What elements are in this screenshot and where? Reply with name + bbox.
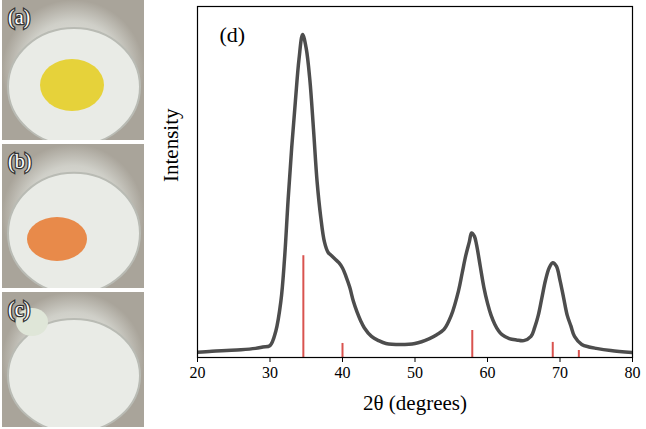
svg-text:70: 70 xyxy=(552,364,568,381)
svg-text:30: 30 xyxy=(262,364,278,381)
svg-text:20: 20 xyxy=(190,364,206,381)
svg-text:(c): (c) xyxy=(8,298,30,321)
svg-text:80: 80 xyxy=(625,364,641,381)
svg-text:40: 40 xyxy=(335,364,351,381)
svg-text:50: 50 xyxy=(407,364,423,381)
svg-text:(a): (a) xyxy=(8,6,30,29)
svg-text:(d): (d) xyxy=(220,22,246,47)
svg-text:Intensity: Intensity xyxy=(159,108,183,182)
svg-text:2θ (degrees): 2θ (degrees) xyxy=(363,391,467,415)
svg-text:(b): (b) xyxy=(8,150,31,173)
svg-text:60: 60 xyxy=(480,364,496,381)
